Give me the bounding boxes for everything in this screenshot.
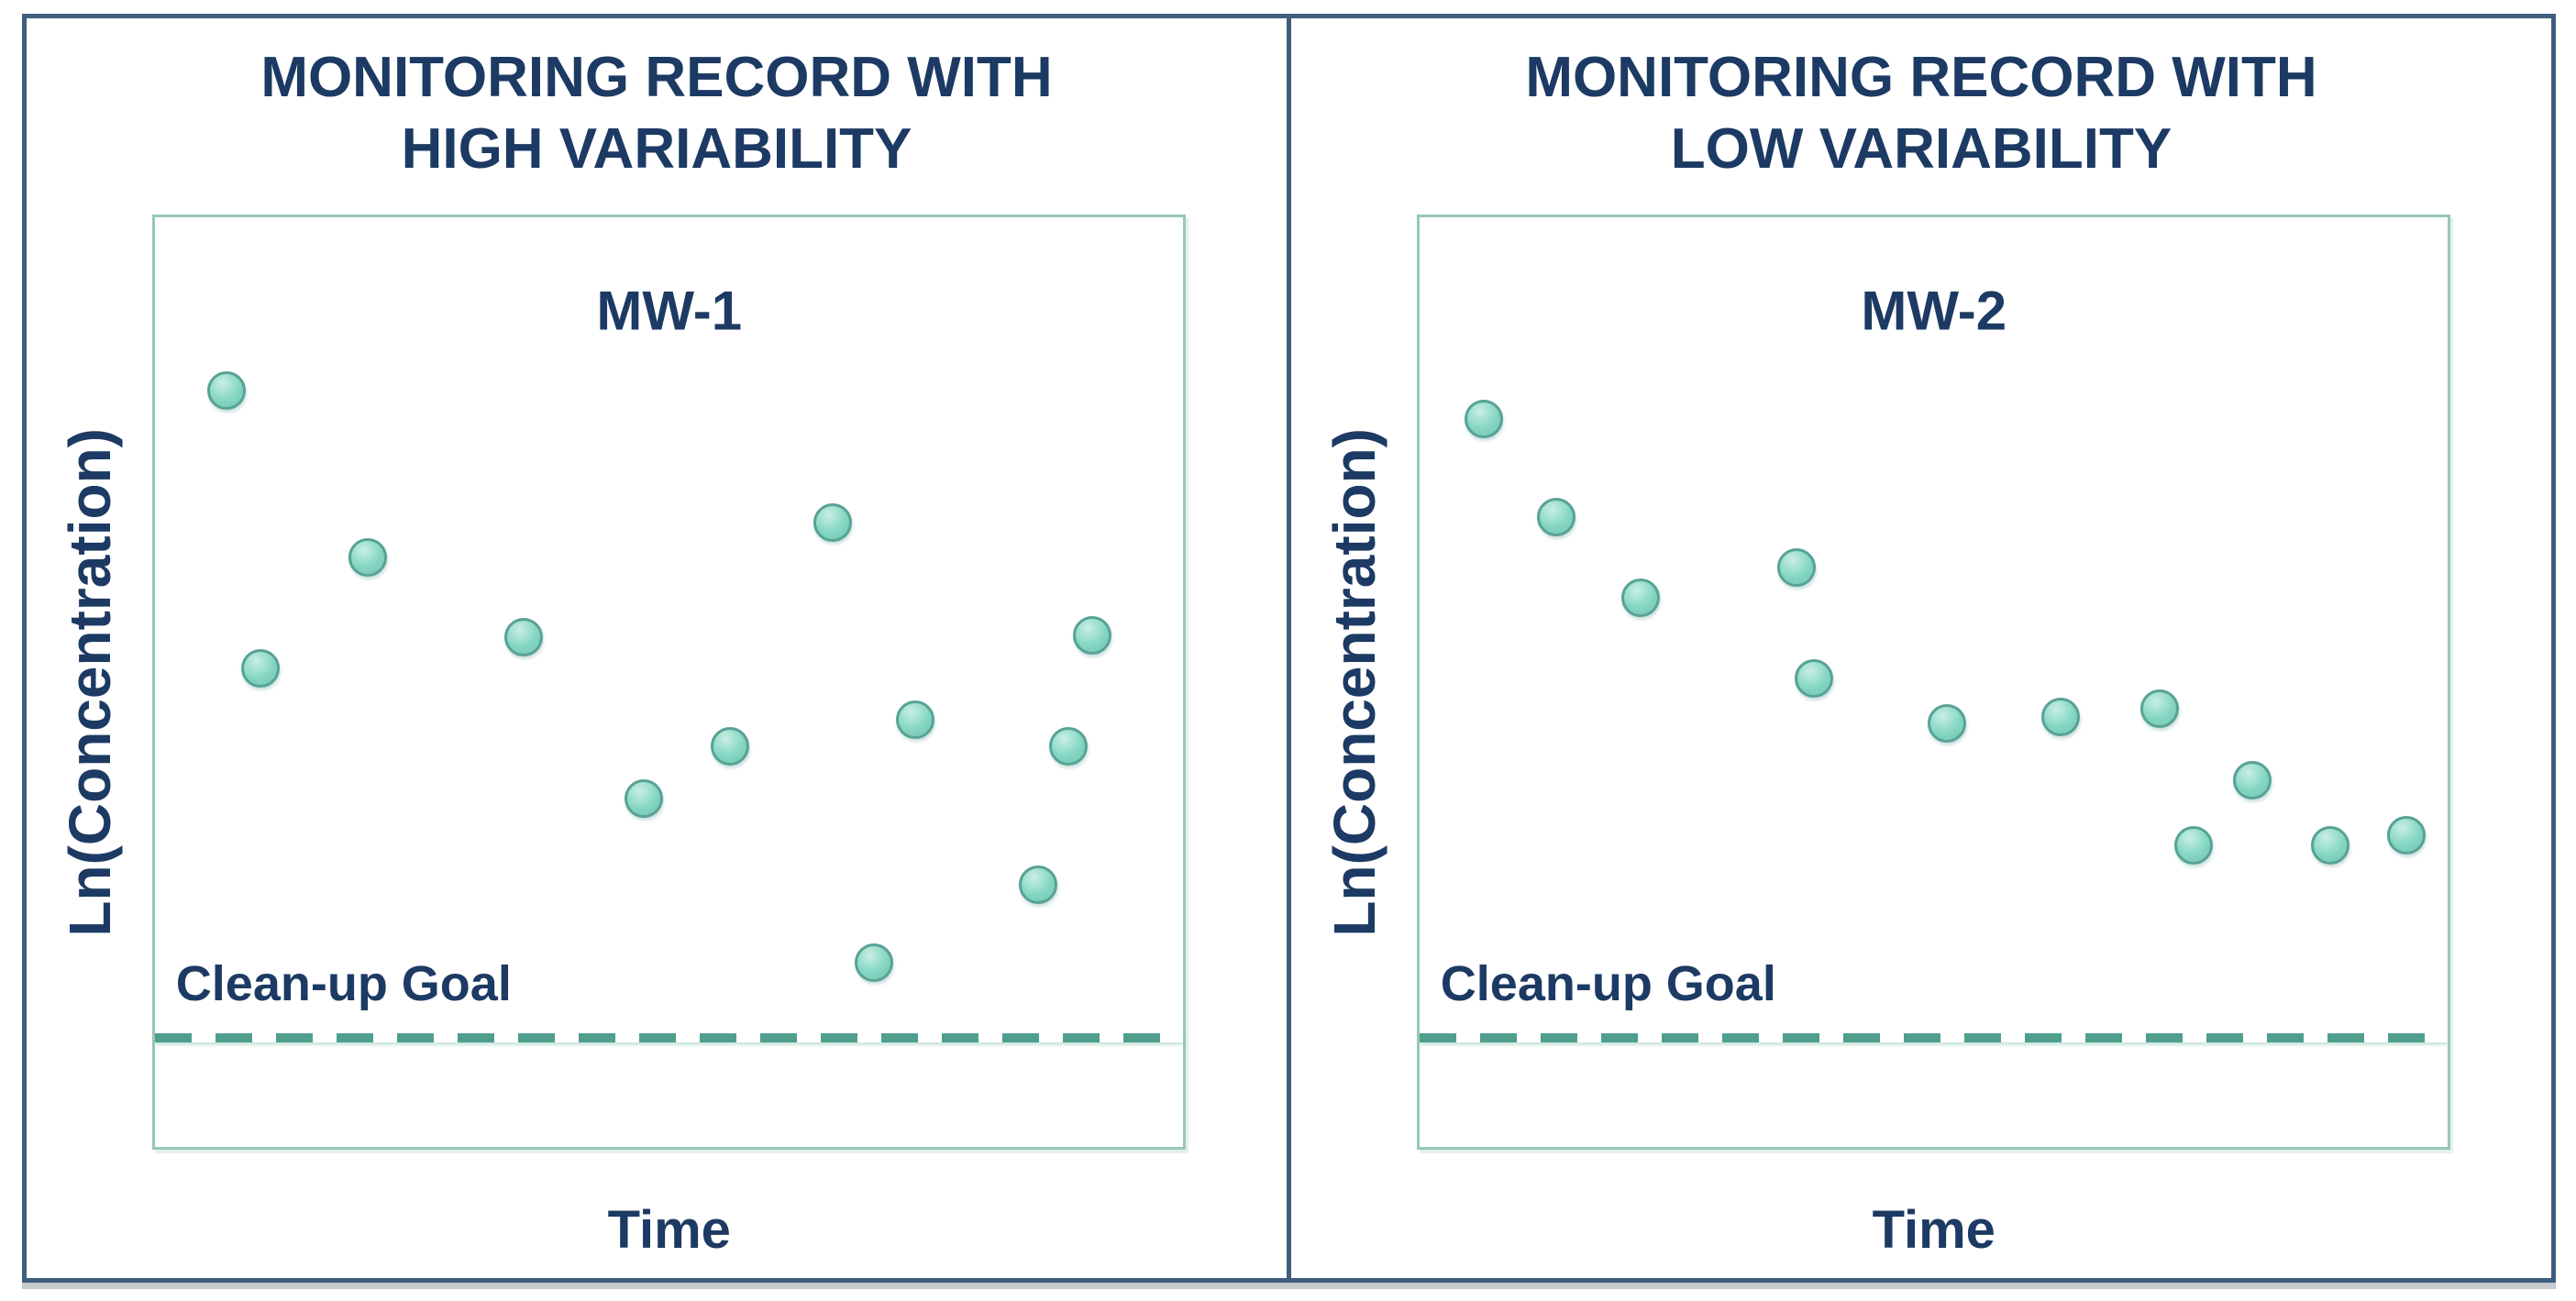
data-point — [206, 370, 246, 410]
x-axis-label: Time — [607, 1199, 731, 1260]
plot-area-mw2: MW-2 Clean-up Goal — [1417, 215, 2451, 1150]
panel-title-line1: MONITORING RECORD WITH — [1525, 46, 2317, 109]
data-point — [1794, 659, 1833, 699]
x-axis-label: Time — [1872, 1199, 1996, 1260]
panel-title-line2: LOW VARIABILITY — [1670, 117, 2172, 182]
data-point — [813, 502, 852, 542]
plot-area-mw1: MW-1 Clean-up Goal — [152, 215, 1187, 1150]
data-point — [710, 727, 749, 766]
panel-title-high-variability: MONITORING RECORD WITH HIGH VARIABILITY — [27, 42, 1287, 185]
data-point — [1019, 865, 1058, 905]
data-point — [2311, 826, 2350, 865]
data-point — [1464, 400, 1503, 439]
data-point — [1621, 578, 1661, 617]
cleanup-goal-label: Clean-up Goal — [175, 956, 512, 1012]
panel-low-variability: MONITORING RECORD WITH LOW VARIABILITY L… — [1287, 18, 2551, 1278]
data-point — [2233, 760, 2272, 799]
well-label-mw1: MW-1 — [596, 280, 743, 342]
panel-high-variability: MONITORING RECORD WITH HIGH VARIABILITY … — [27, 18, 1287, 1278]
data-point — [503, 618, 543, 657]
panel-title-line2: HIGH VARIABILITY — [401, 117, 912, 182]
data-point — [624, 778, 663, 818]
data-point — [2140, 689, 2180, 729]
well-label-mw2: MW-2 — [1861, 280, 2007, 342]
data-point — [2387, 816, 2427, 855]
data-point — [1776, 548, 1816, 588]
data-point — [1073, 616, 1112, 656]
y-axis-label: Ln(Concentration) — [1321, 427, 1388, 937]
panel-title-line1: MONITORING RECORD WITH — [260, 46, 1053, 109]
data-point — [1048, 727, 1088, 766]
y-axis-label: Ln(Concentration) — [56, 427, 123, 937]
cleanup-goal-line — [155, 1033, 1184, 1043]
panel-title-low-variability: MONITORING RECORD WITH LOW VARIABILITY — [1291, 42, 2551, 185]
data-point — [895, 700, 934, 739]
data-point — [1928, 703, 1967, 743]
data-point — [1537, 497, 1576, 536]
data-point — [2174, 826, 2214, 865]
two-panel-figure: MONITORING RECORD WITH HIGH VARIABILITY … — [22, 14, 2556, 1283]
data-point — [2040, 697, 2080, 736]
cleanup-goal-line — [1420, 1033, 2449, 1043]
data-point — [240, 648, 280, 688]
data-point — [854, 943, 893, 983]
cleanup-goal-label: Clean-up Goal — [1440, 956, 1776, 1012]
data-point — [348, 538, 388, 578]
